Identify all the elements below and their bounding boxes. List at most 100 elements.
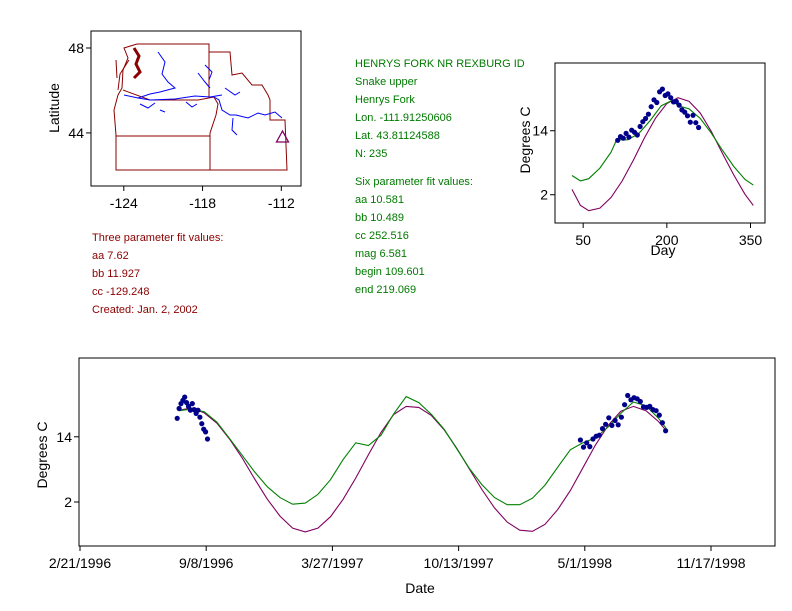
date-y-tick-label: 14 bbox=[56, 429, 72, 445]
day-six-param-fit-line bbox=[571, 99, 754, 186]
date-observation-point bbox=[653, 408, 659, 414]
river-snake bbox=[213, 96, 283, 119]
date-observation-point bbox=[195, 407, 201, 413]
map-y-label: Latitude bbox=[46, 83, 62, 133]
date-observation-point bbox=[656, 412, 662, 418]
border-outline bbox=[113, 43, 288, 171]
day-observation-point bbox=[693, 120, 699, 126]
river-willamette bbox=[139, 102, 156, 109]
map-x-tick-label: -118 bbox=[189, 195, 216, 211]
day-observation-point bbox=[676, 102, 682, 108]
river-clearwater bbox=[224, 87, 241, 96]
date-observation-point bbox=[176, 405, 182, 412]
date-observation-point bbox=[174, 415, 180, 421]
date-observation-point bbox=[625, 392, 631, 399]
date-observation-point bbox=[622, 402, 628, 408]
day-observation-point bbox=[648, 104, 654, 110]
day-observation-point bbox=[626, 134, 632, 140]
date-chart-x-ticks: 2/21/1996 9/8/1996 3/27/1997 10/13/1997 5/1/… bbox=[49, 546, 746, 571]
day-observation-point bbox=[696, 124, 702, 131]
three-param-heading: Three parameter fit values: bbox=[92, 232, 224, 244]
date-x-tick-label: 2/21/1996 bbox=[49, 555, 111, 571]
day-chart-frame bbox=[554, 62, 766, 224]
date-observation-point bbox=[596, 432, 602, 438]
three-param-cc: cc -129.248 bbox=[92, 286, 150, 298]
date-observation-point bbox=[584, 440, 590, 446]
six-param-block: Six parameter fit values: aa 10.581 bb 1… bbox=[355, 173, 473, 299]
date-observation-point bbox=[599, 426, 606, 432]
date-observation-point bbox=[203, 429, 209, 435]
day-observation-point bbox=[673, 98, 679, 104]
date-observation-point bbox=[189, 401, 195, 407]
date-observation-point bbox=[603, 421, 609, 427]
six-param-bb: bb 10.489 bbox=[355, 212, 404, 224]
day-chart-y-label: Degrees C bbox=[517, 107, 533, 174]
station-river: Henrys Fork bbox=[355, 94, 415, 106]
day-observation-point bbox=[623, 130, 629, 136]
date-observation-point bbox=[199, 421, 205, 427]
day-chart-y-ticks: 2 14 bbox=[532, 123, 555, 203]
day-observation-point bbox=[615, 137, 621, 143]
date-observation-point bbox=[647, 403, 653, 409]
day-observation-point bbox=[620, 135, 626, 141]
six-param-end: end 219.069 bbox=[355, 284, 417, 296]
date-six-param-fit-line bbox=[179, 395, 668, 506]
map-x-tick-label: -112 bbox=[268, 195, 295, 211]
date-observation-point bbox=[197, 414, 203, 420]
date-observation-point bbox=[612, 417, 618, 424]
date-chart-plot bbox=[174, 392, 669, 533]
six-param-heading: Six parameter fit values: bbox=[355, 176, 473, 188]
day-three-param-fit-line bbox=[571, 97, 754, 212]
day-chart-x-label: Day bbox=[651, 242, 676, 258]
map-frame bbox=[90, 30, 302, 187]
day-chart: 50 200 350 2 14 Day Degrees C bbox=[517, 62, 766, 258]
date-observation-point bbox=[587, 444, 593, 450]
day-observation-point bbox=[645, 111, 652, 117]
six-param-begin: begin 109.601 bbox=[355, 266, 425, 278]
date-observation-point bbox=[580, 444, 587, 450]
day-observation-point bbox=[668, 95, 674, 101]
day-observation-point bbox=[665, 91, 671, 97]
date-three-param-fit-line bbox=[179, 405, 668, 533]
date-x-tick-label: 5/1/1998 bbox=[558, 555, 613, 571]
river-snake-lower bbox=[231, 117, 238, 136]
six-param-aa: aa 10.581 bbox=[355, 194, 404, 206]
date-observation-point bbox=[637, 398, 643, 405]
day-x-tick-label: 50 bbox=[575, 232, 591, 248]
river-deschutes bbox=[159, 101, 198, 113]
river-columbia-main bbox=[123, 94, 223, 101]
date-observation-point bbox=[618, 414, 625, 420]
date-x-tick-label: 3/27/1997 bbox=[301, 555, 363, 571]
date-chart: 2/21/1996 9/8/1996 3/27/1997 10/13/1997 5/1/… bbox=[34, 357, 776, 596]
date-observation-point bbox=[663, 428, 669, 434]
date-chart-frame bbox=[78, 357, 776, 547]
day-chart-plot bbox=[571, 86, 754, 212]
day-observation-point bbox=[659, 86, 666, 92]
map-x-tick-label: -124 bbox=[110, 195, 138, 211]
date-observation-point bbox=[615, 422, 621, 428]
day-y-tick-label: 14 bbox=[532, 123, 548, 139]
date-observation-point bbox=[182, 394, 188, 400]
created-date: Created: Jan. 2, 2002 bbox=[92, 304, 198, 316]
date-chart-x-label: Date bbox=[405, 580, 435, 596]
three-param-aa: aa 7.62 bbox=[92, 250, 129, 262]
date-observation-point bbox=[606, 415, 612, 421]
date-observation-point bbox=[609, 422, 615, 428]
three-param-block: Three parameter fit values: aa 7.62 bb 1… bbox=[92, 229, 223, 319]
station-triangle-marker bbox=[275, 129, 290, 143]
station-lat: Lat. 43.81124588 bbox=[355, 130, 440, 142]
date-observation-point bbox=[577, 437, 584, 443]
border-coast-detail bbox=[115, 59, 130, 91]
day-chart-x-ticks: 50 200 350 bbox=[575, 223, 762, 248]
map-panel: -124 -118 -112 48 44 Latitude bbox=[46, 30, 302, 211]
day-observation-point bbox=[643, 115, 649, 122]
station-lon: Lon. -111.91250606 bbox=[355, 112, 452, 124]
day-observation-point bbox=[682, 109, 688, 115]
day-observation-point bbox=[654, 99, 660, 106]
day-observation-point bbox=[634, 132, 640, 138]
date-y-tick-label: 2 bbox=[64, 494, 72, 510]
date-x-tick-label: 9/8/1996 bbox=[179, 555, 234, 571]
six-param-mag: mag 6.581 bbox=[355, 248, 407, 260]
day-observation-point bbox=[690, 112, 696, 118]
